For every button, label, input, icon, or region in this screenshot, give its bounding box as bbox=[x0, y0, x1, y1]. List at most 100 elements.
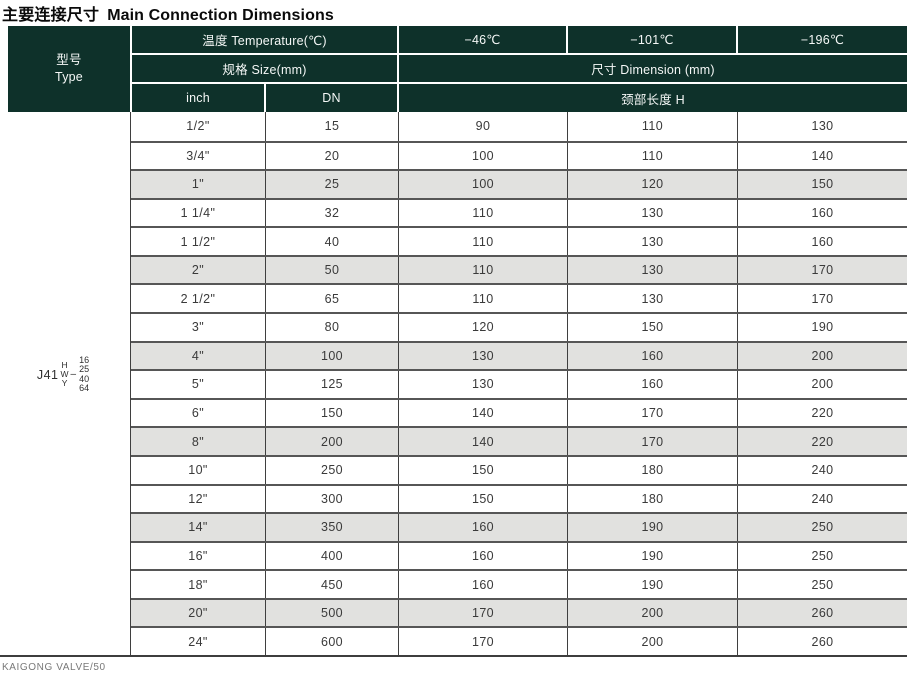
page-title: 主要连接尺寸 Main Connection Dimensions bbox=[2, 1, 334, 25]
model-pressure-ratings: 16 25 40 64 bbox=[79, 354, 90, 394]
cell-dn: 400 bbox=[265, 542, 398, 570]
cell-inch: 1/2" bbox=[186, 119, 210, 134]
cell-h-minus46: 90 bbox=[398, 112, 567, 141]
model-pressure: 25 bbox=[79, 364, 90, 374]
cell-h-minus196: 200 bbox=[737, 342, 907, 370]
cell-h-minus46: 110 bbox=[398, 256, 567, 284]
header-dimension: 尺寸 Dimension (mm) bbox=[399, 55, 907, 82]
cell-h-minus46: 160 bbox=[398, 542, 567, 570]
header-type-zh: 型号 bbox=[56, 53, 82, 67]
model-designation: J41 H W Y – 16 25 40 64 bbox=[36, 354, 90, 394]
model-variant: Y bbox=[61, 378, 68, 388]
cell-h-minus196: 160 bbox=[737, 228, 907, 255]
cell-h-minus196: 240 bbox=[737, 485, 907, 513]
table-row: 1 1/4" 32 110 130 160 bbox=[131, 197, 907, 227]
cell-h-minus46: 170 bbox=[398, 599, 567, 627]
cell-inch: 2 1/2" bbox=[180, 291, 216, 306]
cell-inch: 1 1/4" bbox=[180, 206, 216, 221]
cell-h-minus196: 190 bbox=[737, 314, 907, 341]
cell-inch: 18" bbox=[188, 577, 208, 592]
cell-h-minus101: 110 bbox=[567, 112, 737, 141]
model-pressure: 40 bbox=[79, 373, 90, 384]
table-row: 12" 300 150 180 240 bbox=[131, 483, 907, 513]
cell-inch: 14" bbox=[188, 520, 208, 535]
cell-h-minus46: 160 bbox=[398, 571, 567, 598]
cell-h-minus101: 180 bbox=[567, 456, 737, 484]
cell-dn: 300 bbox=[265, 485, 398, 513]
header-temp-minus101: −101℃ bbox=[568, 26, 736, 53]
header-temperature: 温度 Temperature(℃) bbox=[132, 26, 397, 53]
header-temp-minus196: −196℃ bbox=[738, 26, 907, 53]
cell-inch: 5" bbox=[191, 377, 205, 392]
table-row: 20" 500 170 200 260 bbox=[131, 597, 907, 627]
cell-h-minus196: 150 bbox=[737, 171, 907, 198]
cell-inch: 8" bbox=[191, 434, 205, 449]
cell-inch: 24" bbox=[188, 634, 208, 649]
table-row: 8" 200 140 170 220 bbox=[131, 426, 907, 455]
cell-h-minus101: 130 bbox=[567, 199, 737, 227]
cell-inch: 2" bbox=[191, 263, 205, 278]
cell-inch: 3" bbox=[191, 320, 205, 335]
header-inch: inch bbox=[132, 84, 264, 112]
cell-h-minus46: 120 bbox=[398, 314, 567, 341]
cell-dn: 200 bbox=[265, 428, 398, 455]
cell-h-minus101: 130 bbox=[567, 228, 737, 255]
cell-dn: 20 bbox=[265, 142, 398, 170]
cell-h-minus101: 150 bbox=[567, 314, 737, 341]
cell-inch: 6" bbox=[191, 406, 205, 421]
table-row: 2 1/2" 65 110 130 170 bbox=[131, 283, 907, 313]
model-prefix: J41 bbox=[36, 367, 59, 382]
cell-dn: 80 bbox=[265, 314, 398, 341]
model-pressure: 16 bbox=[79, 354, 90, 365]
table-row: 6" 150 140 170 220 bbox=[131, 397, 907, 427]
cell-inch: 3/4" bbox=[186, 148, 210, 163]
cell-h-minus101: 200 bbox=[567, 628, 737, 655]
cell-h-minus46: 140 bbox=[398, 428, 567, 455]
cell-inch: 4" bbox=[191, 348, 205, 363]
cell-h-minus196: 160 bbox=[737, 199, 907, 227]
table-row: 1 1/2" 40 110 130 160 bbox=[131, 226, 907, 255]
table-header: 型号 Type 温度 Temperature(℃) −46℃ −101℃ −19… bbox=[8, 26, 907, 112]
cell-h-minus46: 150 bbox=[398, 485, 567, 513]
cell-inch: 12" bbox=[188, 491, 208, 506]
cell-h-minus46: 160 bbox=[398, 514, 567, 541]
table-row: 2" 50 110 130 170 bbox=[131, 254, 907, 284]
cell-h-minus196: 250 bbox=[737, 571, 907, 598]
cell-h-minus196: 220 bbox=[737, 428, 907, 455]
cell-dn: 32 bbox=[265, 199, 398, 227]
cell-h-minus196: 170 bbox=[737, 285, 907, 313]
page-title-zh: 主要连接尺寸 bbox=[2, 7, 100, 24]
cell-inch: 1" bbox=[191, 177, 205, 192]
table-row: 5" 125 130 160 200 bbox=[131, 369, 907, 398]
cell-dn: 15 bbox=[265, 112, 398, 141]
cell-h-minus101: 160 bbox=[567, 371, 737, 398]
cell-h-minus196: 200 bbox=[737, 371, 907, 398]
cell-h-minus101: 120 bbox=[567, 171, 737, 198]
table-bottom-border bbox=[0, 655, 907, 657]
table-row: 16" 400 160 190 250 bbox=[131, 540, 907, 570]
cell-dn: 150 bbox=[265, 399, 398, 427]
header-type: 型号 Type bbox=[8, 26, 130, 112]
table-row: 18" 450 160 190 250 bbox=[131, 569, 907, 598]
cell-h-minus46: 110 bbox=[398, 228, 567, 255]
model-variant: W bbox=[60, 369, 69, 379]
model-variant: H bbox=[61, 360, 68, 370]
cell-h-minus101: 160 bbox=[567, 342, 737, 370]
cell-h-minus46: 100 bbox=[398, 142, 567, 170]
cell-dn: 450 bbox=[265, 571, 398, 598]
table-row: 3/4" 20 100 110 140 bbox=[131, 140, 907, 170]
header-type-en: Type bbox=[55, 70, 83, 84]
header-size: 规格 Size(mm) bbox=[132, 55, 397, 82]
cell-h-minus101: 190 bbox=[567, 542, 737, 570]
cell-inch: 1 1/2" bbox=[180, 234, 216, 249]
table-row: 1" 25 100 120 150 bbox=[131, 169, 907, 198]
cell-h-minus196: 260 bbox=[737, 599, 907, 627]
cell-dn: 500 bbox=[265, 599, 398, 627]
cell-h-minus196: 260 bbox=[737, 628, 907, 655]
cell-dn: 125 bbox=[265, 371, 398, 398]
cell-dn: 250 bbox=[265, 456, 398, 484]
cell-h-minus46: 150 bbox=[398, 456, 567, 484]
cell-dn: 600 bbox=[265, 628, 398, 655]
cell-inch: 10" bbox=[188, 463, 208, 478]
